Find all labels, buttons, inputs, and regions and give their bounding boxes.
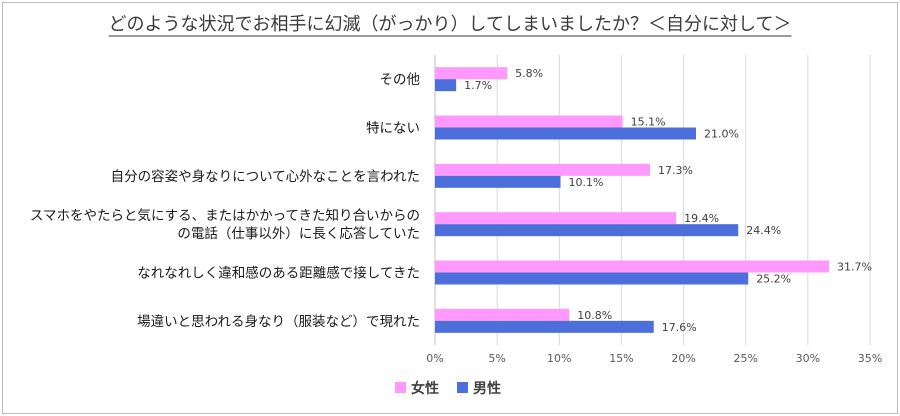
data-label: 1.7% [464, 79, 492, 92]
category-label-line: の電話（仕事以外）に長く応答していた [177, 225, 420, 242]
category-label-line: なれなれしく違和感のある距離感で接してきた [137, 265, 420, 282]
category-label-line: 場違いと思われる身なり（服装など）で現れた [137, 314, 420, 330]
x-tick-label: 20% [671, 352, 695, 365]
x-tick-label: 15% [609, 352, 633, 365]
category-labels: その他特にない自分の容姿や身なりについて心外なことを言われたスマホをやたらと気に… [30, 72, 420, 330]
bars: 5.8% 1.7% 15.1% 21.0% 17.3% 10.1% 19.4% 24.4% 31… [435, 67, 872, 334]
bar [435, 260, 829, 273]
data-label: 25.2% [756, 273, 791, 286]
bar [435, 163, 651, 176]
data-label: 21.0% [704, 128, 739, 141]
data-label: 24.4% [746, 224, 781, 237]
category-label: 特にない [366, 121, 420, 137]
legend: 女性 男性 [395, 380, 501, 397]
data-label: 15.1% [631, 116, 666, 129]
category-label-line: 自分の容姿や身なりについて心外なことを言われた [111, 168, 420, 185]
data-label: 10.8% [577, 309, 612, 322]
category-label: なれなれしく違和感のある距離感で接してきた [137, 265, 420, 282]
bar [435, 175, 561, 188]
x-tick-label: 0% [426, 352, 443, 365]
legend-swatch [395, 382, 406, 393]
data-label: 17.6% [662, 321, 697, 334]
bar [435, 320, 654, 333]
x-tick-label: 25% [733, 352, 757, 365]
data-label: 19.4% [684, 212, 719, 225]
data-label: 10.1% [569, 176, 604, 189]
x-tick-label: 30% [796, 352, 820, 365]
category-label: その他 [380, 72, 421, 88]
bar [435, 79, 457, 92]
category-label: スマホをやたらと気にする、またはかかってきた知り合いからのの電話（仕事以外）に長… [30, 207, 420, 242]
data-label: 17.3% [658, 164, 693, 177]
category-label-line: その他 [380, 72, 421, 88]
x-axis-ticks: 0% 5% 10% 15% 20% 25% 30% 35% [426, 352, 882, 365]
data-label: 5.8% [515, 67, 543, 80]
x-tick-label: 10% [547, 352, 571, 365]
category-label-line: 特にない [366, 121, 420, 137]
x-tick-label: 35% [858, 352, 882, 365]
legend-label: 女性 [411, 380, 439, 397]
x-tick-label: 5% [488, 352, 505, 365]
chart-title: どのような状況でお相手に幻滅（がっかり）してしまいましたか？＜自分に対して＞ [109, 14, 792, 35]
legend-label: 男性 [473, 380, 501, 397]
bar [435, 224, 739, 237]
legend-swatch [457, 382, 468, 393]
category-label: 自分の容姿や身なりについて心外なことを言われた [111, 168, 420, 185]
bar [435, 115, 623, 128]
data-label: 31.7% [837, 261, 872, 274]
bar [435, 272, 749, 285]
category-label-line: スマホをやたらと気にする、またはかかってきた知り合いからの [30, 207, 420, 224]
bar [435, 212, 677, 225]
bar [435, 67, 508, 80]
category-label: 場違いと思われる身なり（服装など）で現れた [137, 314, 420, 330]
bar [435, 308, 570, 321]
bar [435, 127, 696, 140]
gridlines [434, 55, 871, 345]
